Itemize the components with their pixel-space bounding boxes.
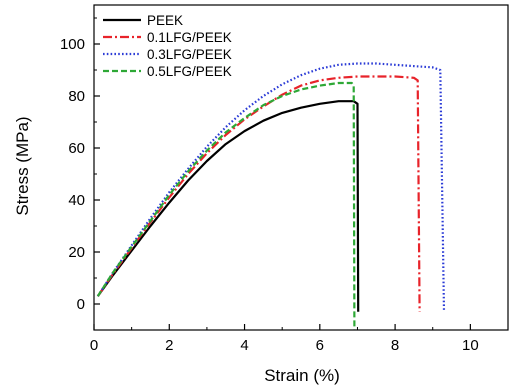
x-tick-label: 2 [165,337,173,354]
legend-label: 0.1LFG/PEEK [147,30,232,45]
y-axis-title: Stress (MPa) [13,116,32,215]
x-tick-label: 4 [240,337,248,354]
series-line-1 [96,100,360,312]
y-tick-label: 0 [77,296,85,313]
y-tick-label: 60 [68,140,85,157]
plot-frame [93,4,509,331]
legend: PEEK 0.1LFG/PEEK 0.3LFG/PEEK 0.5LFG/PEEK [103,13,232,79]
x-tick-label: 10 [462,337,479,354]
y-tick-label: 100 [60,36,85,53]
legend-label: 0.3LFG/PEEK [147,47,232,62]
y-tick-label: 20 [68,244,85,261]
legend-label: 0.5LFG/PEEK [147,64,232,79]
x-tick-label: 0 [90,337,98,354]
x-tick-label: 8 [391,337,399,354]
series-line-4 [96,81,356,331]
y-tick-label: 40 [68,192,85,209]
plot-area [96,62,446,331]
series-line-2 [96,75,421,312]
y-tick-label: 80 [68,88,85,105]
x-tick-label: 6 [316,337,324,354]
x-axis-title: Strain (%) [264,366,340,385]
legend-label: PEEK [147,13,183,28]
